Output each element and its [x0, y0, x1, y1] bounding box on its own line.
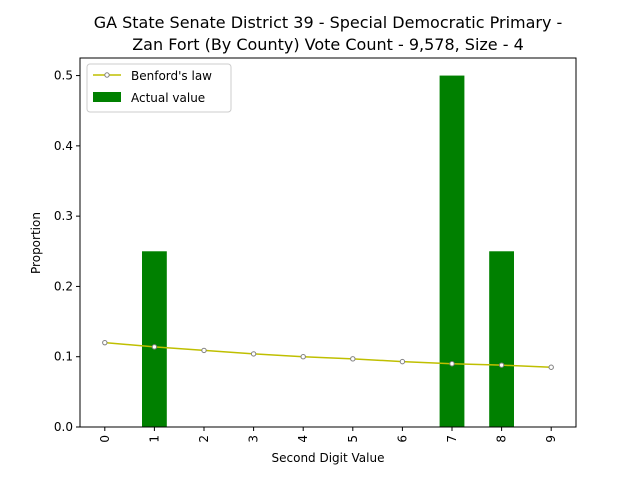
benford-point-2 — [201, 347, 207, 354]
benford-point-0 — [102, 339, 108, 346]
chart-title: GA State Senate District 39 - Special De… — [94, 13, 563, 54]
x-tick-label: 9 — [544, 435, 558, 443]
chart-title-line-2: Zan Fort (By County) Vote Count - 9,578,… — [132, 35, 524, 54]
benford-point-8 — [498, 362, 505, 368]
y-tick-label: 0.3 — [54, 209, 73, 223]
benford-point-4 — [300, 354, 306, 360]
x-axis: 0 1 2 3 4 5 6 7 8 9 — [98, 427, 558, 443]
x-tick-label: 6 — [395, 435, 409, 443]
legend-label-benford: Benford's law — [131, 69, 212, 83]
bar-digit-7 — [439, 75, 465, 428]
y-tick-label: 0.0 — [54, 420, 73, 434]
y-axis-label: Proportion — [29, 212, 43, 274]
legend: Benford's law Actual value — [86, 63, 232, 113]
bar-digit-1 — [142, 251, 167, 427]
x-tick-label: 1 — [147, 435, 161, 443]
x-tick-label: 5 — [346, 435, 360, 443]
y-tick-label: 0.5 — [54, 69, 73, 83]
y-tick-label: 0.2 — [54, 279, 73, 293]
benford-point-5 — [350, 356, 356, 362]
legend-label-actual: Actual value — [131, 91, 205, 105]
y-axis: 0.0 0.1 0.2 0.3 0.4 0.5 — [54, 69, 80, 434]
plot-frame — [79, 57, 577, 428]
benford-point-7 — [449, 361, 455, 367]
x-tick-label: 7 — [445, 435, 459, 443]
benford-line-layer — [102, 339, 554, 370]
legend-line-marker — [104, 72, 110, 78]
bar-digit-8 — [489, 251, 514, 427]
x-tick-label: 3 — [247, 435, 261, 443]
benford-point-3 — [250, 351, 257, 357]
x-axis-label: Second Digit Value — [272, 451, 385, 465]
legend-bar-swatch — [93, 92, 121, 102]
bars-layer — [142, 75, 514, 428]
x-tick-label: 8 — [495, 435, 509, 443]
y-tick-label: 0.4 — [54, 139, 73, 153]
y-tick-label: 0.1 — [54, 350, 73, 364]
benford-point-9 — [548, 364, 554, 370]
benford-point-6 — [399, 358, 406, 365]
x-tick-label: 2 — [197, 435, 211, 443]
benford-line — [104, 341, 552, 369]
chart-title-line-1: GA State Senate District 39 - Special De… — [94, 13, 563, 32]
x-tick-label: 0 — [98, 435, 112, 443]
x-tick-label: 4 — [296, 435, 310, 443]
benford-point-1 — [151, 344, 158, 350]
legend-box — [86, 63, 232, 113]
